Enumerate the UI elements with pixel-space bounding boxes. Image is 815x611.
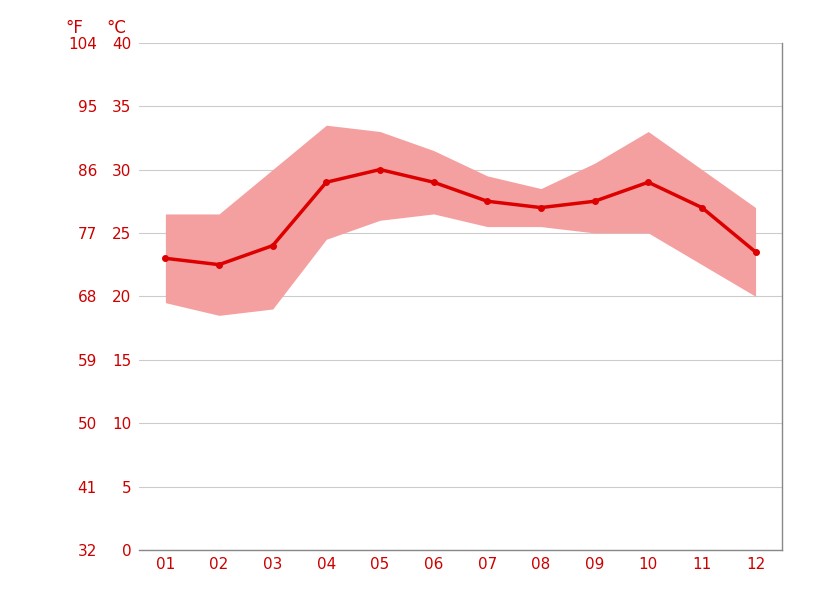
Text: °C: °C bbox=[106, 19, 126, 37]
Text: °F: °F bbox=[65, 19, 83, 37]
